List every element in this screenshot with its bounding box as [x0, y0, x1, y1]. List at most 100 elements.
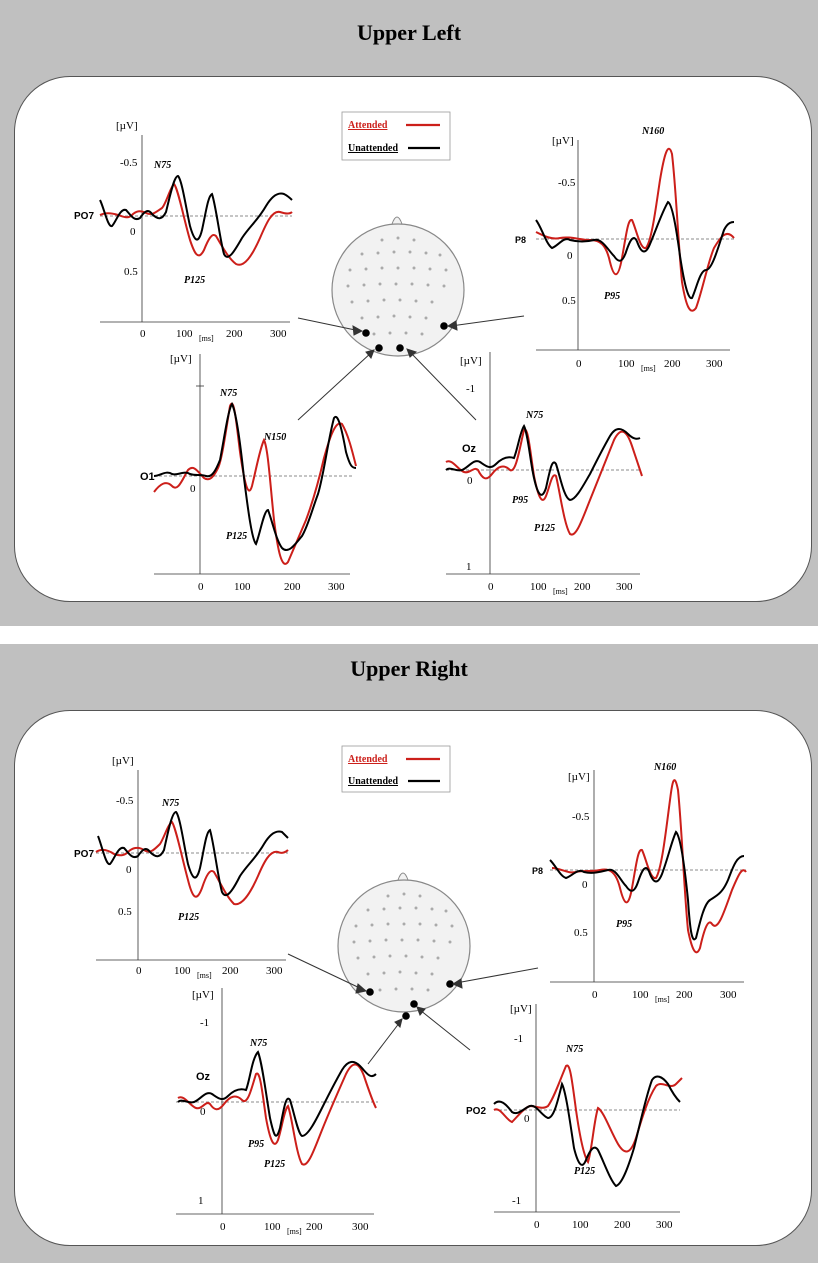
x-tick: 0: [534, 1219, 540, 1231]
section-title-upper-right: Upper Right: [350, 656, 468, 681]
erp-plot-oz: [µV] -1 0 1 0 100 [ms] 200 300 Oz N75 P9…: [445, 352, 643, 596]
electrode-oz: [396, 344, 404, 352]
electrode-head-map: [331, 216, 465, 357]
y-tick: -1: [200, 1017, 209, 1029]
x-tick: 300: [616, 581, 633, 593]
y-tick: 1: [466, 561, 472, 573]
x-unit: [ms]: [197, 971, 212, 980]
trace-attended: [99, 182, 293, 266]
y-tick: -1: [512, 1195, 521, 1207]
y-tick: -0.5: [116, 795, 134, 807]
channel-label: O1: [140, 471, 155, 483]
peak-label: N160: [641, 126, 664, 137]
y-tick: -1: [514, 1033, 523, 1045]
peak-label: N75: [565, 1044, 583, 1055]
electrode-arrows: [287, 953, 539, 1065]
electrode-po7: [366, 988, 374, 996]
y-unit: [µV]: [116, 120, 138, 132]
x-tick: 300: [328, 581, 345, 593]
peak-label: P125: [178, 912, 199, 923]
x-tick: 100: [632, 989, 649, 1001]
x-unit: [ms]: [655, 995, 670, 1004]
y-tick: -1: [466, 383, 475, 395]
trace-unattended: [535, 200, 735, 299]
x-tick: 100: [174, 965, 191, 977]
peak-label: N75: [249, 1038, 267, 1049]
x-unit: [ms]: [641, 364, 656, 373]
x-tick: 200: [306, 1221, 323, 1233]
x-tick: 100: [618, 358, 635, 370]
y-tick: -0.5: [120, 157, 138, 169]
erp-plot-oz: [µV] -1 0 1 0 100 [ms] 200 300 Oz N75 P9…: [176, 988, 378, 1236]
x-tick: 100: [530, 581, 547, 593]
y-unit: [µV]: [552, 135, 574, 147]
peak-label: P95: [512, 495, 528, 506]
legend: Attended Unattended: [341, 111, 451, 161]
electrode-o1: [375, 344, 383, 352]
channel-label: PO7: [74, 211, 94, 222]
electrode-p8: [446, 980, 454, 988]
x-tick: 0: [576, 358, 582, 370]
trace-unattended: [445, 424, 641, 502]
trace-attended: [153, 402, 357, 565]
x-tick: 0: [136, 965, 142, 977]
peak-label: P125: [534, 523, 555, 534]
peak-label: P125: [264, 1159, 285, 1170]
x-tick: 0: [220, 1221, 226, 1233]
x-tick: 100: [572, 1219, 589, 1231]
y-tick: -0.5: [558, 177, 576, 189]
y-unit: [µV]: [510, 1003, 532, 1015]
x-tick: 300: [270, 328, 287, 340]
trace-unattended: [493, 1075, 681, 1188]
y-unit: [µV]: [568, 771, 590, 783]
y-tick: 0.5: [562, 295, 576, 307]
peak-label: N75: [161, 798, 179, 809]
x-unit: [ms]: [553, 587, 568, 596]
electrode-oz: [410, 1000, 418, 1008]
peak-label: N75: [525, 410, 543, 421]
x-tick: 200: [676, 989, 693, 1001]
x-tick: 200: [226, 328, 243, 340]
trace-unattended: [549, 830, 745, 941]
y-unit: [µV]: [112, 755, 134, 767]
y-tick: 0: [524, 1113, 530, 1125]
y-tick: 0: [200, 1106, 206, 1118]
x-tick: 100: [176, 328, 193, 340]
peak-label: P125: [574, 1166, 595, 1177]
x-tick: 300: [352, 1221, 369, 1233]
legend-attended-label: Attended: [348, 120, 388, 131]
legend: Attended Unattended: [341, 745, 451, 793]
x-unit: [ms]: [287, 1227, 302, 1236]
peak-label: P125: [184, 275, 205, 286]
erp-plot-po7: [µV] -0.5 0 0.5 0 100 [ms] 200 300 PO7 N…: [74, 755, 289, 980]
x-tick: 200: [614, 1219, 631, 1231]
erp-plot-o1: [µV] 0 0 100 200 300 O1 N75 N150 P125: [140, 353, 357, 593]
y-unit: [µV]: [460, 355, 482, 367]
y-tick: 0.5: [118, 906, 132, 918]
peak-label: P95: [248, 1139, 264, 1150]
y-unit: [µV]: [170, 353, 192, 365]
legend-attended-label: Attended: [348, 754, 388, 765]
erp-plot-p8: [µV] -0.5 0 0.5 0 100 [ms] 200 300 P8 N1…: [532, 762, 747, 1004]
x-tick: 100: [234, 581, 251, 593]
x-tick: 200: [574, 581, 591, 593]
trace-attended: [95, 820, 289, 906]
legend-unattended-label: Unattended: [348, 143, 398, 154]
x-tick: 0: [198, 581, 204, 593]
section-title-upper-left: Upper Left: [356, 20, 462, 45]
trace-attended: [551, 779, 747, 954]
trace-attended: [493, 1064, 683, 1165]
trace-unattended: [97, 810, 289, 897]
y-tick: 0: [130, 226, 136, 238]
electrode-arrows: [297, 315, 525, 421]
channel-label: P8: [515, 235, 526, 245]
x-tick: 200: [222, 965, 239, 977]
erp-plot-p8: [µV] -0.5 0 0.5 0 100 [ms] 200 300 P8 N1…: [515, 126, 735, 373]
trace-unattended: [153, 402, 357, 552]
channel-label: Oz: [462, 443, 477, 455]
trace-attended: [177, 1063, 377, 1166]
channel-label: PO7: [74, 849, 94, 860]
x-tick: 200: [284, 581, 301, 593]
figure-upper-left: Attended Unattended: [74, 111, 735, 596]
peak-label: P125: [226, 531, 247, 542]
